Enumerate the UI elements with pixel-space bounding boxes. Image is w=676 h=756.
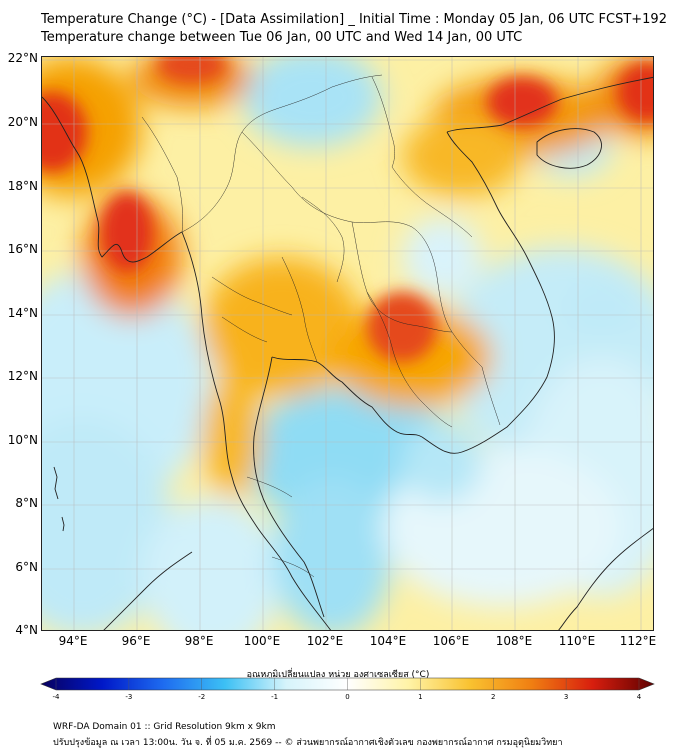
colorbar-tick-label: 4 xyxy=(636,693,642,701)
colorbar-tick-label: 3 xyxy=(563,693,569,701)
colorbar-tick-label: 2 xyxy=(491,693,496,701)
map-title: Temperature Change (°C) - [Data Assimila… xyxy=(41,12,667,27)
lat-label-20n: 20°N xyxy=(7,115,38,129)
lon-label-112e: 112°E xyxy=(619,634,657,648)
colorbar-tick-label: 0 xyxy=(345,693,350,701)
colorbar-tick-label: -1 xyxy=(271,693,279,701)
colorbar-tick-label: -2 xyxy=(198,693,206,701)
lon-label-96e: 96°E xyxy=(121,634,151,648)
footer-model-info: WRF-DA Domain 01 :: Grid Resolution 9km … xyxy=(53,722,276,732)
colorbar-tick-label: 1 xyxy=(418,693,423,701)
lon-label-104e: 104°E xyxy=(369,634,407,648)
lon-label-108e: 108°E xyxy=(495,634,533,648)
lon-label-100e: 100°E xyxy=(243,634,281,648)
lon-label-98e: 98°E xyxy=(184,634,214,648)
coastlines xyxy=(42,76,653,630)
lon-label-94e: 94°E xyxy=(58,634,88,648)
lat-label-16n: 16°N xyxy=(7,242,38,256)
temperature-field xyxy=(42,57,653,630)
colorbar-label: อุณหภูมิเปลี่ยนแปลง หน่วย องศาเซลเซียส (… xyxy=(246,670,430,680)
lat-label-14n: 14°N xyxy=(7,306,38,320)
colorbar-tick-label: -3 xyxy=(125,693,133,701)
admin-borders xyxy=(141,74,501,578)
map-subtitle: Temperature change between Tue 06 Jan, 0… xyxy=(41,30,523,45)
lat-label-18n: 18°N xyxy=(7,179,38,193)
temperature-change-map xyxy=(42,57,653,630)
lat-label-22n: 22°N xyxy=(7,51,38,65)
lat-label-10n: 10°N xyxy=(7,433,38,447)
colorbar-tick-label: -4 xyxy=(52,693,60,701)
lon-label-106e: 106°E xyxy=(432,634,470,648)
lon-label-102e: 102°E xyxy=(306,634,344,648)
temperature-hotspots xyxy=(42,57,653,362)
lat-label-4n: 4°N xyxy=(15,623,38,637)
colorbar xyxy=(40,677,655,691)
lat-label-8n: 8°N xyxy=(15,496,38,510)
footer-credit: ปรับปรุงข้อมูล ณ เวลา 13:00น. วัน จ. ที่… xyxy=(53,738,563,748)
graticule xyxy=(42,57,653,630)
map-panel xyxy=(41,56,654,631)
lon-label-110e: 110°E xyxy=(558,634,596,648)
lat-label-12n: 12°N xyxy=(7,369,38,383)
lat-label-6n: 6°N xyxy=(15,560,38,574)
